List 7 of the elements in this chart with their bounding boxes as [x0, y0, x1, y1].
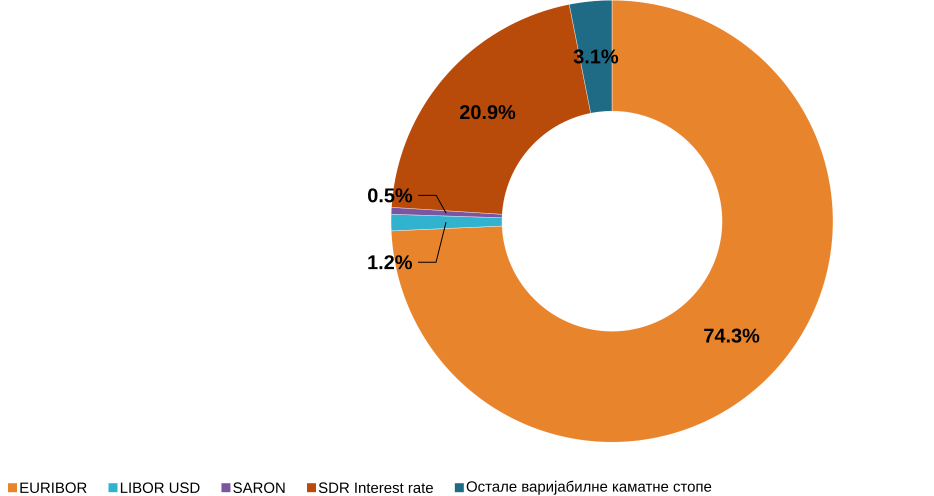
data-label: 74.3%	[704, 328, 760, 343]
legend-label: SDR Interest rate	[318, 482, 433, 493]
legend-label: Остале варијабилне каматне стопе	[466, 480, 712, 495]
legend-label: EURIBOR	[20, 482, 87, 493]
data-label: 20.9%	[460, 104, 516, 120]
legend-label: SARON	[233, 482, 285, 493]
legend-label: LIBOR USD	[120, 482, 200, 493]
